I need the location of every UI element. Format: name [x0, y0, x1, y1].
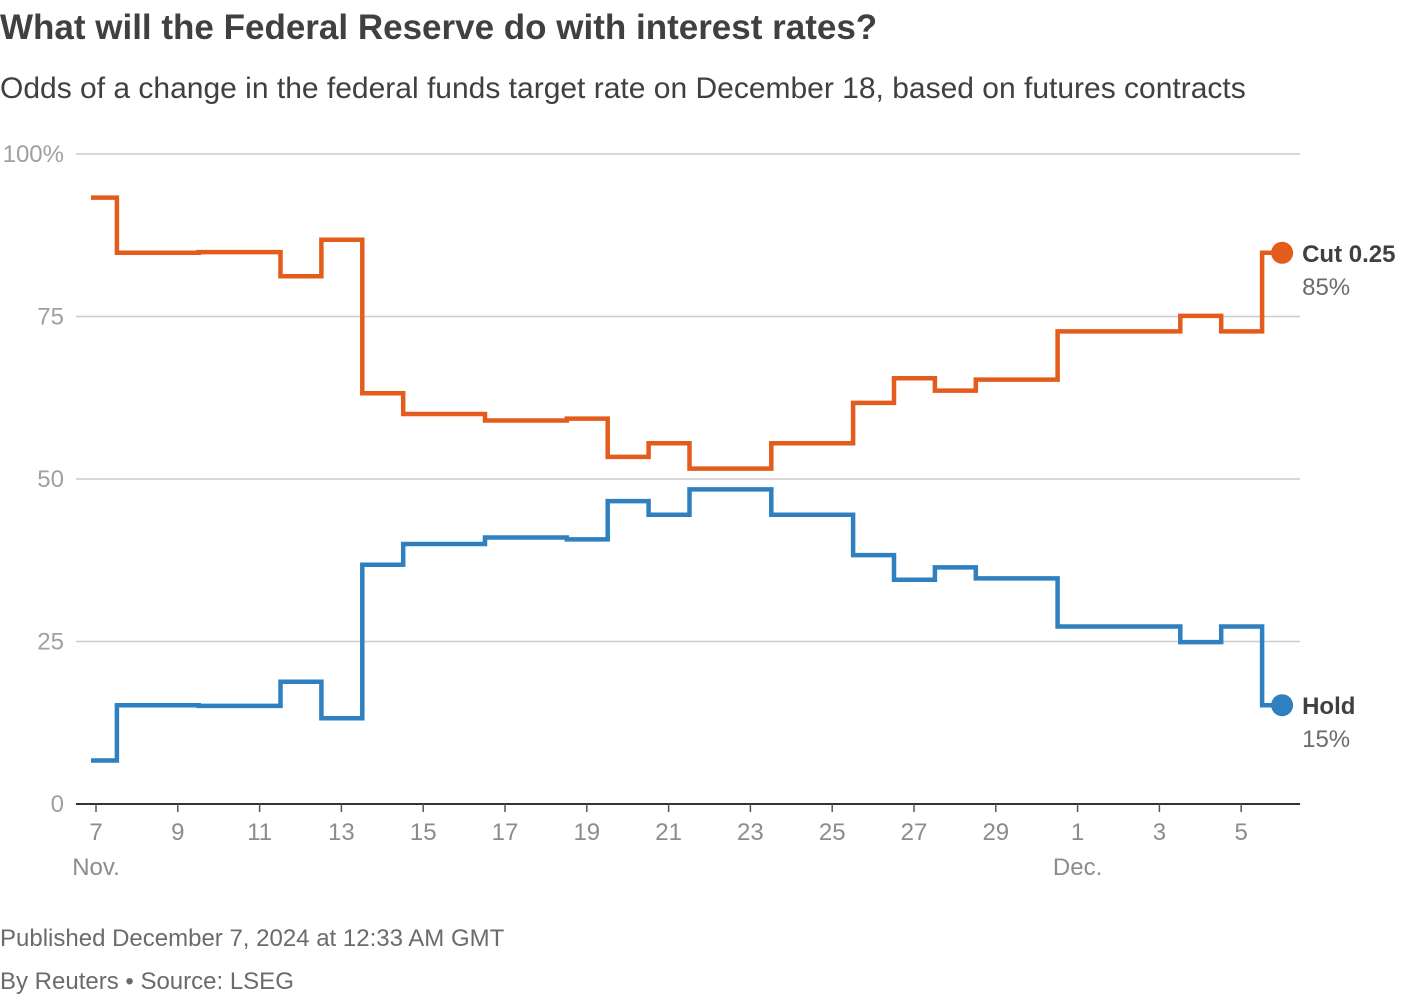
x-tick-label: 7 [89, 819, 102, 846]
series-lines [91, 195, 1281, 763]
y-tick-label: 50 [37, 466, 64, 493]
x-tick-label: 23 [737, 819, 764, 846]
x-tick-label: 3 [1153, 819, 1166, 846]
x-month-label: Nov. [72, 854, 120, 881]
x-tick-label: 21 [655, 819, 682, 846]
published-date: Published December 7, 2024 at 12:33 AM G… [0, 925, 505, 952]
x-tick-label: 29 [982, 819, 1009, 846]
y-tick-label: 100% [3, 141, 64, 168]
series-endpoint-hold [1271, 694, 1294, 717]
chart-subtitle: Odds of a change in the federal funds ta… [0, 72, 1246, 105]
step-line-chart: 0 25 50 75 100% 7 Nov. 9 11 13 15 17 19 21 23 25 27 29 1 D… [3, 141, 1396, 881]
series-name-label: Hold [1302, 693, 1355, 720]
x-tick-label: 15 [410, 819, 437, 846]
series-name-label: Cut 0.25 [1302, 241, 1395, 268]
y-axis: 0 25 50 75 100% [3, 141, 64, 818]
x-tick-label: 27 [901, 819, 928, 846]
chart-title: What will the Federal Reserve do with in… [0, 8, 878, 47]
y-tick-label: 25 [37, 629, 64, 656]
x-tick-label: 25 [819, 819, 846, 846]
series-line-hold [91, 487, 1281, 763]
series-value-label: 15% [1302, 726, 1350, 753]
source-credit: By Reuters • Source: LSEG [0, 968, 294, 995]
x-tick-label: 1 [1071, 819, 1084, 846]
x-tick-label: 9 [171, 819, 184, 846]
x-month-label: Dec. [1053, 854, 1102, 881]
y-tick-label: 0 [51, 791, 64, 818]
gridlines [76, 153, 1300, 805]
series-endpoint-cut-0-25 [1271, 241, 1294, 264]
x-tick-label: 13 [328, 819, 355, 846]
x-tick-label: 11 [247, 819, 272, 846]
x-tick-label: 19 [573, 819, 600, 846]
series-line-cut-0-25 [91, 195, 1281, 471]
series-value-label: 85% [1302, 274, 1350, 301]
series-end-labels: Cut 0.25 85% Hold 15% [1271, 241, 1395, 753]
x-tick-label: 17 [492, 819, 519, 846]
x-axis: 7 Nov. 9 11 13 15 17 19 21 23 25 27 29 1 Dec. 3 5 [72, 804, 1248, 881]
y-tick-label: 75 [37, 304, 64, 331]
x-tick-label: 5 [1235, 819, 1248, 846]
